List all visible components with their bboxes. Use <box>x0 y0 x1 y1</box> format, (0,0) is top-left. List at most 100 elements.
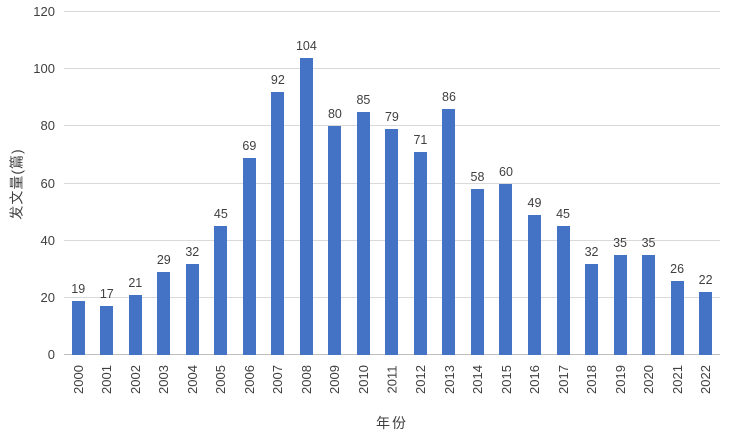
x-tick-label-text: 2000 <box>70 364 86 394</box>
x-tick-label-text: 2005 <box>213 364 229 394</box>
y-tick-label: 120 <box>33 4 55 19</box>
x-tick-label-text: 2015 <box>498 364 514 394</box>
x-tick-label: 2010 <box>349 355 378 403</box>
bar-group: 32 2004 <box>178 12 207 394</box>
bar-value-label: 49 <box>527 195 542 210</box>
bar-group: 71 2012 <box>406 12 435 393</box>
x-tick-label: 2015 <box>492 355 521 403</box>
x-tick-label-text: 2013 <box>441 364 457 394</box>
bar-value-label: 26 <box>670 261 685 276</box>
bar-value-label: 71 <box>413 133 428 148</box>
y-tick-label: 60 <box>40 175 55 191</box>
bar <box>670 280 684 355</box>
bar-value-label: 19 <box>71 281 86 296</box>
x-tick-label-text: 2003 <box>156 364 172 394</box>
bar <box>185 263 199 355</box>
bar-value-label: 45 <box>556 207 570 222</box>
gridline <box>64 68 720 70</box>
bar-group: 19 2000 <box>64 12 93 394</box>
bar-group: 104 2008 <box>292 12 321 394</box>
x-tick-label: 2003 <box>150 355 179 403</box>
bar <box>100 306 114 355</box>
bar-group: 80 2009 <box>321 12 350 393</box>
x-tick-label-text: 2014 <box>469 364 485 394</box>
y-axis-title: 发文量(篇) <box>9 147 26 220</box>
x-tick-label: 2012 <box>406 355 435 403</box>
x-tick-label-text: 2022 <box>698 364 714 394</box>
bar-group: 17 2001 <box>93 12 122 393</box>
x-tick-label: 2018 <box>577 355 606 403</box>
x-tick-label: 2000 <box>64 355 93 403</box>
bar-value-label: 86 <box>442 90 456 105</box>
x-tick-label: 2005 <box>207 355 236 403</box>
bar <box>71 300 85 355</box>
x-tick-label: 2001 <box>93 355 122 403</box>
x-axis-title: 年份 <box>376 415 408 431</box>
x-tick-label: 2021 <box>663 355 692 403</box>
bar-value-label: 60 <box>499 164 513 179</box>
bar-value-label: 79 <box>384 110 399 125</box>
bar-value-label: 80 <box>327 107 342 122</box>
bar-group: 49 2016 <box>520 12 549 394</box>
bar <box>442 109 456 355</box>
bar <box>385 129 399 355</box>
x-tick-label-text: 2007 <box>270 364 286 394</box>
x-tick-label: 2020 <box>634 355 663 403</box>
bar-value-label: 21 <box>128 275 143 290</box>
bar-group: 35 2019 <box>606 12 635 393</box>
x-tick-label: 2019 <box>606 355 635 403</box>
bar-group: 22 2022 <box>691 12 720 393</box>
x-tick-label: 2008 <box>292 355 321 403</box>
bar <box>242 157 256 355</box>
x-tick-label: 2014 <box>463 355 492 403</box>
bar-group: 32 2018 <box>577 12 606 394</box>
x-tick-label-text: 2006 <box>241 364 257 394</box>
y-tick-label: 40 <box>40 232 55 248</box>
x-tick-label: 2017 <box>549 355 578 403</box>
bar-group: 60 2015 <box>492 12 521 394</box>
bar-group: 79 2011 <box>378 12 407 393</box>
x-tick-label-text: 2011 <box>384 365 400 393</box>
bar-group: 85 2010 <box>349 12 378 393</box>
bar-group: 45 2005 <box>207 12 236 393</box>
bar-value-label: 32 <box>584 244 599 259</box>
bar <box>356 112 370 355</box>
x-tick-label-text: 2001 <box>99 364 115 394</box>
bar <box>214 226 228 355</box>
bar <box>328 126 342 355</box>
y-axis-title-area: 发文量(篇) <box>4 12 30 355</box>
x-tick-label: 2022 <box>691 355 720 403</box>
bar <box>299 57 313 355</box>
gridline <box>64 11 720 12</box>
bar-group: 58 2014 <box>463 12 492 393</box>
bars-container: 19 2000 17 2001 21 2002 29 2003 32 2004 45 2005 69 20… <box>64 12 720 394</box>
x-tick-label-text: 2008 <box>298 364 314 394</box>
bar <box>413 152 427 355</box>
bar-value-label: 17 <box>99 287 114 302</box>
plot-area: 19 2000 17 2001 21 2002 29 2003 32 2004 45 2005 69 20… <box>64 11 720 394</box>
bar <box>157 272 171 355</box>
bar-group: 21 2002 <box>121 12 150 393</box>
x-tick-label: 2007 <box>264 355 293 403</box>
x-tick-label-text: 2018 <box>584 364 600 394</box>
bar <box>128 294 142 355</box>
bar-value-label: 92 <box>270 73 285 88</box>
bar <box>585 263 599 355</box>
x-tick-label-text: 2004 <box>184 364 200 394</box>
x-tick-label-text: 2010 <box>355 364 371 394</box>
x-tick-label-text: 2019 <box>612 364 628 394</box>
x-tick-label: 2002 <box>121 355 150 403</box>
x-tick-label-text: 2012 <box>412 364 428 394</box>
bar-value-label: 35 <box>613 235 627 250</box>
x-axis-title-area: 年份 <box>64 407 720 433</box>
x-tick-label-text: 2017 <box>555 364 571 394</box>
bar-value-label: 85 <box>356 93 371 108</box>
bar <box>613 254 627 355</box>
bar <box>470 189 484 355</box>
bar-value-label: 29 <box>156 253 171 268</box>
bar-group: 45 2017 <box>549 12 578 393</box>
x-tick-label: 2006 <box>235 355 264 403</box>
bar-value-label: 104 <box>295 38 317 53</box>
x-tick-label: 2016 <box>520 355 549 403</box>
